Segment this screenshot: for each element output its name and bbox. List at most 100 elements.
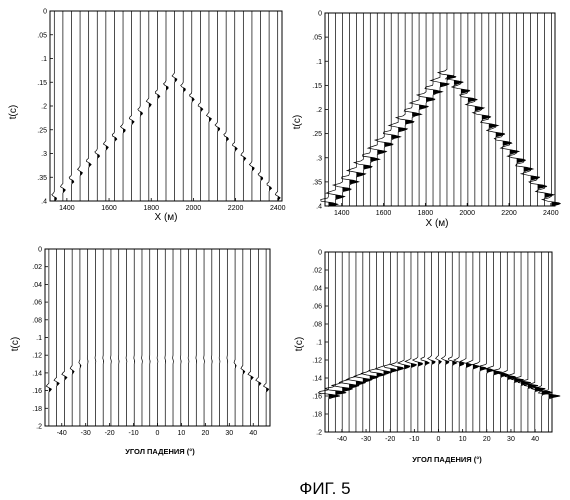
seismic-trace bbox=[111, 249, 112, 426]
seismic-trace bbox=[188, 249, 189, 426]
y-tick-label: .3 bbox=[316, 155, 322, 162]
seismic-trace bbox=[241, 249, 245, 426]
seismic-trace bbox=[376, 252, 391, 432]
panel-top-left-ylabel: t(c) bbox=[8, 105, 19, 119]
seismic-trace bbox=[421, 252, 429, 432]
seismic-trace bbox=[196, 249, 197, 426]
seismic-trace bbox=[227, 249, 228, 426]
y-tick-label: .04 bbox=[32, 282, 42, 289]
figure-caption: ФИГ. 5 bbox=[299, 479, 350, 498]
x-tick-label: 1400 bbox=[334, 210, 350, 217]
seismic-trace bbox=[248, 249, 253, 426]
seismic-trace bbox=[369, 252, 384, 432]
seismic-trace bbox=[498, 252, 515, 432]
seismic-trace bbox=[157, 249, 158, 426]
seismic-trace bbox=[234, 249, 236, 426]
seismic-trace bbox=[405, 252, 416, 432]
y-tick-label: .08 bbox=[312, 322, 322, 329]
y-tick-label: .25 bbox=[312, 131, 322, 138]
y-tick-label: .06 bbox=[32, 300, 42, 307]
seismic-trace bbox=[398, 252, 410, 432]
y-tick-label: .18 bbox=[32, 406, 42, 413]
x-tick-label: 30 bbox=[225, 430, 233, 437]
seismic-trace bbox=[149, 249, 150, 426]
seismic-trace bbox=[219, 249, 220, 426]
x-tick-label: 20 bbox=[201, 430, 209, 437]
y-tick-label: .2 bbox=[36, 424, 42, 431]
panel-bottom-left-ylabel: t(c) bbox=[10, 337, 21, 351]
seismic-trace bbox=[258, 11, 263, 201]
y-tick-label: .06 bbox=[312, 304, 322, 311]
seismic-trace bbox=[275, 11, 280, 201]
y-tick-label: .2 bbox=[41, 104, 47, 111]
panel-top-right-ylabel: t(c) bbox=[292, 115, 303, 129]
seismic-trace bbox=[256, 249, 261, 426]
x-tick-label: -30 bbox=[81, 430, 91, 437]
seismic-trace bbox=[163, 11, 168, 201]
seismic-trace bbox=[69, 11, 74, 201]
seismic-trace bbox=[390, 252, 402, 432]
x-tick-label: -20 bbox=[385, 436, 395, 443]
y-tick-label: .25 bbox=[37, 127, 47, 134]
y-tick-label: .3 bbox=[41, 151, 47, 158]
seismic-trace bbox=[181, 11, 186, 201]
seismic-trace bbox=[211, 249, 212, 426]
y-tick-label: .1 bbox=[316, 59, 322, 66]
x-tick-label: 2200 bbox=[228, 205, 244, 212]
seismic-trace bbox=[454, 252, 463, 432]
y-tick-label: .1 bbox=[41, 56, 47, 63]
seismic-trace bbox=[233, 11, 238, 201]
x-tick-label: 2400 bbox=[543, 210, 559, 217]
seismic-trace bbox=[368, 13, 386, 206]
seismic-trace bbox=[173, 249, 174, 426]
panel-top-right: 0.05.1.15.2.25.3.35.41400160018002000220… bbox=[312, 11, 561, 218]
y-tick-label: .2 bbox=[316, 107, 322, 114]
panel-bottom-left: 0.02.04.06.08.1.12.14.16.18.2-40-30-20-1… bbox=[32, 247, 270, 438]
seismic-trace bbox=[410, 13, 428, 206]
seismic-trace bbox=[436, 252, 442, 432]
x-tick-label: 10 bbox=[178, 430, 186, 437]
y-tick-label: 0 bbox=[43, 9, 47, 16]
seismic-trace bbox=[467, 252, 479, 432]
y-tick-label: .02 bbox=[32, 264, 42, 271]
seismic-trace bbox=[112, 11, 117, 201]
seismic-trace bbox=[264, 249, 269, 426]
panel-bottom-left-xlabel: УГОЛ ПАДЕНИЯ (°) bbox=[125, 447, 195, 456]
panel-top-right-xlabel: X (м) bbox=[426, 218, 449, 229]
seismic-trace bbox=[384, 252, 398, 432]
seismic-trace bbox=[389, 13, 407, 206]
y-tick-label: .05 bbox=[312, 35, 322, 42]
x-tick-label: 1400 bbox=[59, 205, 75, 212]
y-tick-label: 0 bbox=[318, 250, 322, 257]
x-tick-label: -20 bbox=[105, 430, 115, 437]
seismic-trace bbox=[249, 11, 254, 201]
seismic-trace bbox=[448, 252, 456, 432]
seismic-trace bbox=[180, 249, 181, 426]
y-tick-label: .12 bbox=[32, 353, 42, 360]
seismic-trace bbox=[54, 249, 59, 426]
panel-bottom-right-ylabel: t(c) bbox=[294, 337, 305, 351]
seismic-trace bbox=[62, 249, 67, 426]
seismic-trace bbox=[224, 11, 229, 201]
x-tick-label: 1800 bbox=[143, 205, 159, 212]
x-tick-label: 2000 bbox=[459, 210, 475, 217]
x-tick-label: -30 bbox=[361, 436, 371, 443]
y-tick-label: .14 bbox=[32, 370, 42, 377]
y-tick-label: .08 bbox=[32, 317, 42, 324]
y-tick-label: 0 bbox=[38, 247, 42, 254]
seismic-trace bbox=[155, 11, 160, 201]
y-tick-label: 0 bbox=[318, 11, 322, 18]
x-tick-label: -10 bbox=[129, 430, 139, 437]
seismic-trace bbox=[165, 249, 166, 426]
seismic-trace bbox=[354, 252, 372, 432]
x-tick-label: 40 bbox=[249, 430, 257, 437]
y-tick-label: .04 bbox=[312, 286, 322, 293]
y-tick-label: .1 bbox=[36, 335, 42, 342]
seismic-trace bbox=[190, 11, 195, 201]
x-tick-label: -10 bbox=[409, 436, 419, 443]
seismic-trace bbox=[126, 249, 127, 426]
y-tick-label: .1 bbox=[316, 340, 322, 347]
seismic-trace bbox=[198, 11, 203, 201]
seismic-trace bbox=[347, 13, 365, 206]
